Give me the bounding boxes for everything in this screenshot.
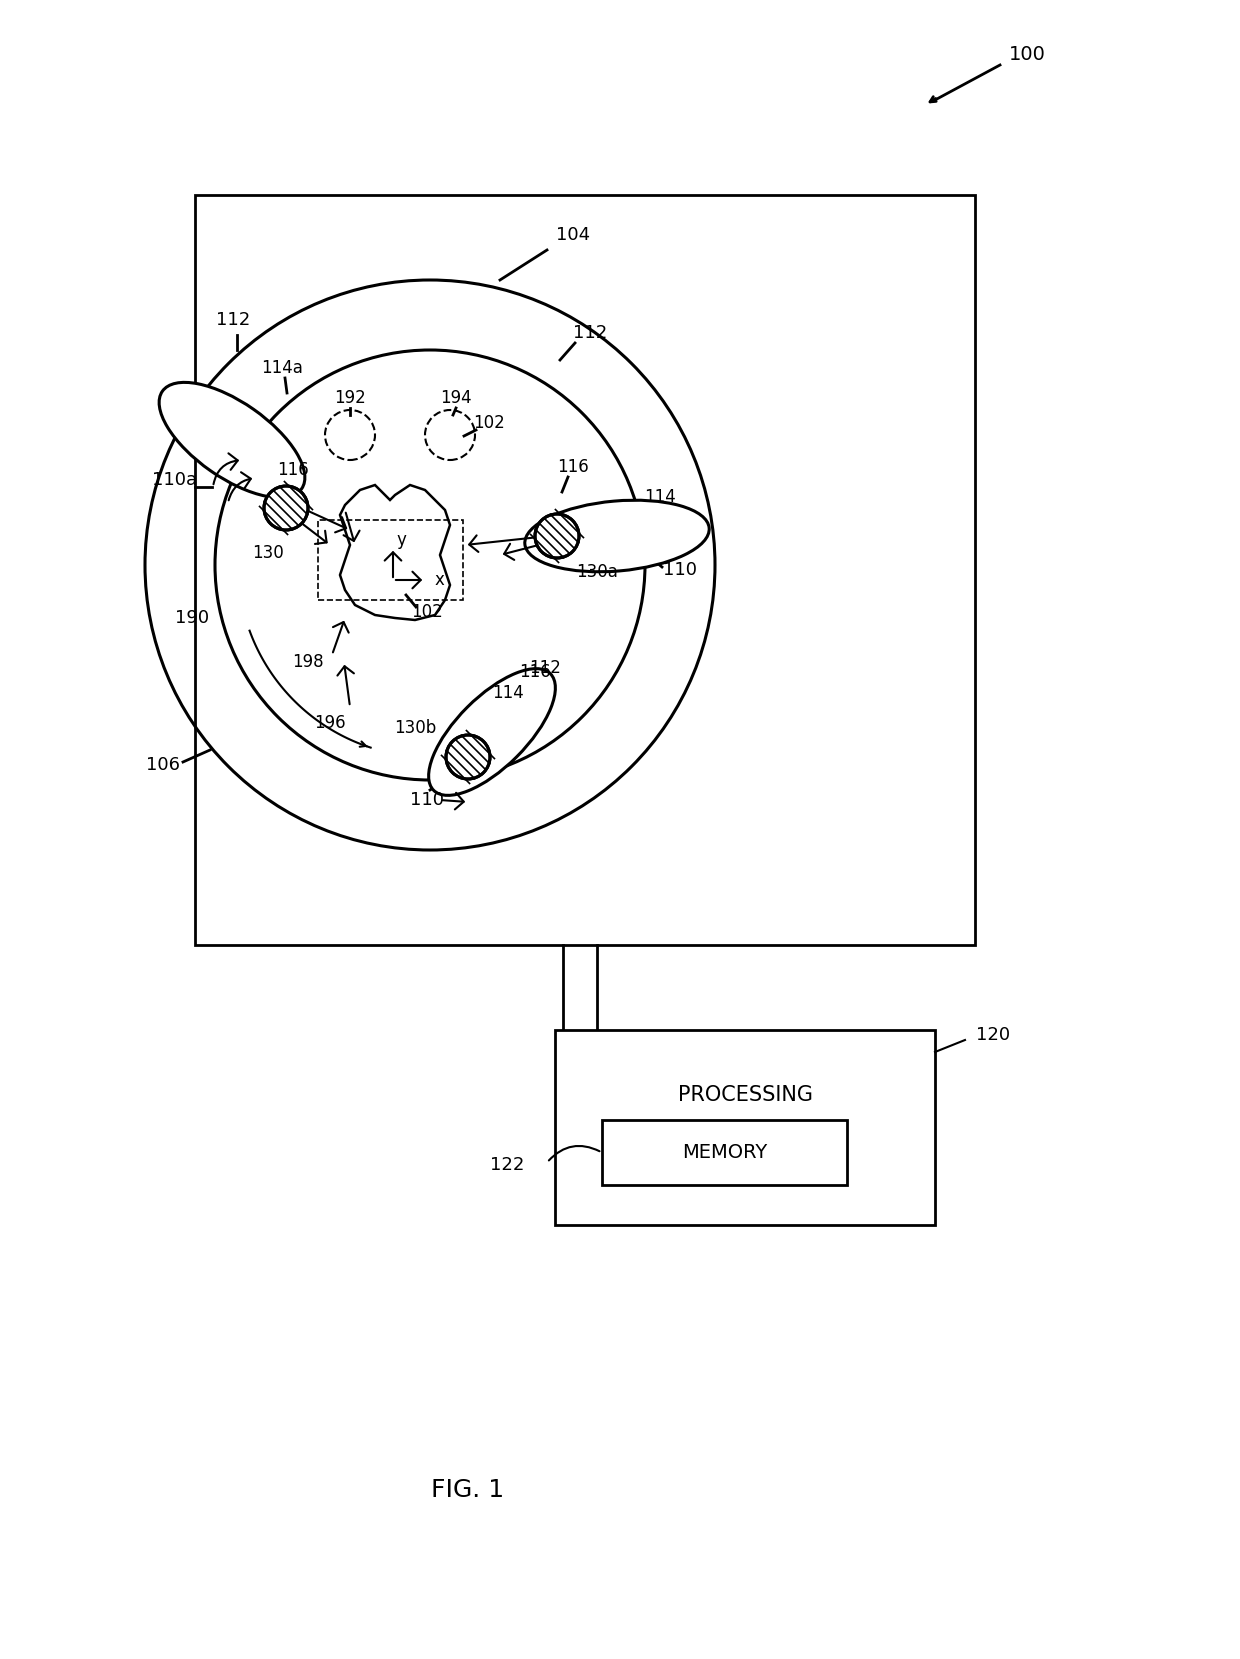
Text: PROCESSING: PROCESSING bbox=[677, 1085, 812, 1105]
Text: FIG. 1: FIG. 1 bbox=[432, 1478, 505, 1501]
Text: 110: 110 bbox=[663, 561, 697, 579]
Text: 112: 112 bbox=[216, 310, 250, 328]
Text: 114: 114 bbox=[644, 488, 676, 506]
Text: 112: 112 bbox=[573, 324, 608, 342]
Text: 114a: 114a bbox=[262, 358, 303, 377]
Text: 130: 130 bbox=[252, 544, 284, 562]
Text: 112: 112 bbox=[529, 659, 560, 677]
Text: 102: 102 bbox=[474, 415, 505, 431]
Bar bbox=[317, 519, 463, 601]
Circle shape bbox=[446, 735, 490, 780]
Text: 102: 102 bbox=[412, 602, 443, 620]
Text: 106: 106 bbox=[146, 757, 180, 775]
Ellipse shape bbox=[159, 382, 305, 498]
Text: 194: 194 bbox=[440, 388, 471, 406]
Bar bbox=[195, 196, 975, 946]
Text: 116: 116 bbox=[277, 461, 309, 479]
Circle shape bbox=[534, 514, 579, 557]
Text: 100: 100 bbox=[1008, 45, 1045, 65]
Text: 192: 192 bbox=[334, 388, 366, 406]
Text: 120: 120 bbox=[976, 1025, 1011, 1044]
Ellipse shape bbox=[429, 669, 556, 795]
Bar bbox=[601, 1120, 847, 1185]
Text: x: x bbox=[435, 571, 445, 589]
Text: 110: 110 bbox=[410, 791, 444, 810]
Text: MEMORY: MEMORY bbox=[682, 1143, 768, 1161]
Text: 130b: 130b bbox=[394, 718, 436, 737]
Text: y: y bbox=[396, 531, 405, 549]
Text: 116: 116 bbox=[520, 664, 551, 680]
Text: 190: 190 bbox=[175, 609, 210, 627]
Text: 196: 196 bbox=[314, 713, 346, 732]
Text: 198: 198 bbox=[293, 654, 324, 670]
Circle shape bbox=[264, 486, 308, 529]
Text: 104: 104 bbox=[556, 226, 590, 244]
Text: 122: 122 bbox=[490, 1156, 525, 1173]
Text: 114: 114 bbox=[492, 684, 523, 702]
Text: 116: 116 bbox=[557, 458, 589, 476]
Ellipse shape bbox=[525, 501, 709, 572]
Text: 110a: 110a bbox=[153, 471, 197, 489]
Bar bbox=[556, 1030, 935, 1224]
Text: 130a: 130a bbox=[577, 562, 618, 581]
